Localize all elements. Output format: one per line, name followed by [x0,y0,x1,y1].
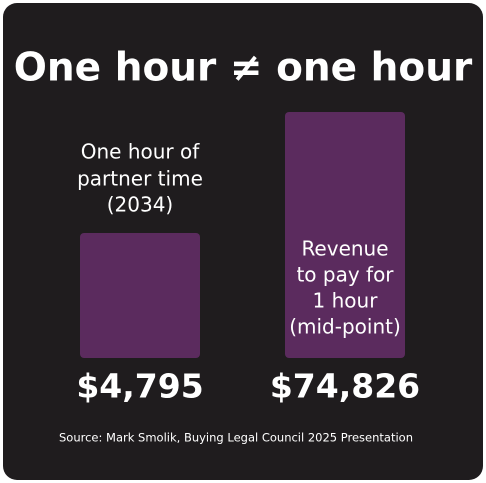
bar [80,233,200,358]
column-value: $4,795 [76,367,203,406]
column-label: to pay for [296,263,394,287]
source: Source: Mark Smolik, Buying Legal Counci… [59,431,413,445]
column-label: 1 hour [313,289,379,313]
column-label: Revenue [301,237,388,261]
column-label: One hour of [81,140,200,164]
title: One hour ≠ one hour [14,46,473,91]
column-label: (mid-point) [289,315,401,339]
column-label: (2034) [107,193,174,217]
column-label: partner time [77,167,203,191]
column-value: $74,826 [270,367,420,406]
bar [285,112,405,358]
